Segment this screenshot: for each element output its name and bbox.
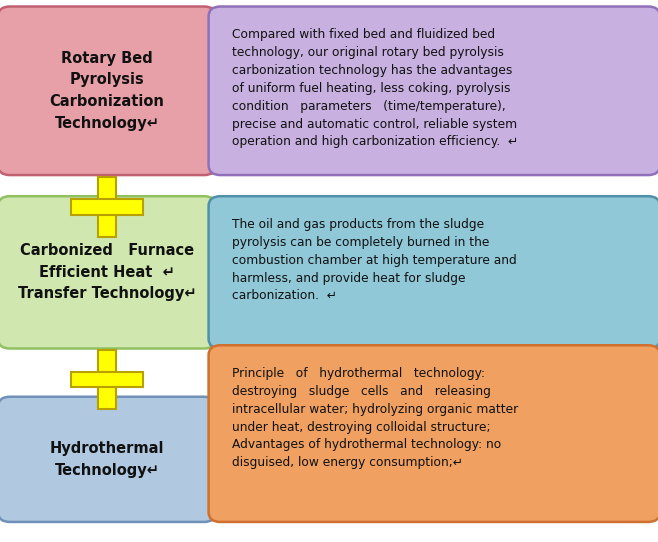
Bar	[98, 350, 116, 409]
Text: Advantages of hydrothermal technology: no: Advantages of hydrothermal technology: n…	[232, 438, 501, 451]
Bar	[71, 372, 143, 387]
Text: of uniform fuel heating, less coking, pyrolysis: of uniform fuel heating, less coking, py…	[232, 82, 511, 95]
Text: operation and high carbonization efficiency.  ↵: operation and high carbonization efficie…	[232, 136, 519, 149]
FancyBboxPatch shape	[0, 196, 216, 349]
Text: disguised, low energy consumption;↵: disguised, low energy consumption;↵	[232, 456, 463, 469]
FancyBboxPatch shape	[0, 7, 216, 175]
Bar	[71, 199, 143, 215]
Text: combustion chamber at high temperature and: combustion chamber at high temperature a…	[232, 254, 517, 267]
Text: carbonization technology has the advantages: carbonization technology has the advanta…	[232, 64, 513, 77]
Text: The oil and gas products from the sludge: The oil and gas products from the sludge	[232, 218, 484, 231]
FancyBboxPatch shape	[209, 196, 658, 349]
FancyBboxPatch shape	[209, 7, 658, 175]
Text: Hydrothermal
Technology↵: Hydrothermal Technology↵	[49, 441, 164, 478]
Text: under heat, destroying colloidal structure;: under heat, destroying colloidal structu…	[232, 421, 491, 434]
Text: harmless, and provide heat for sludge: harmless, and provide heat for sludge	[232, 272, 466, 285]
Text: condition   parameters   (time/temperature),: condition parameters (time/temperature),	[232, 100, 506, 113]
Text: precise and automatic control, reliable system: precise and automatic control, reliable …	[232, 118, 517, 131]
Text: Compared with fixed bed and fluidized bed: Compared with fixed bed and fluidized be…	[232, 28, 495, 41]
Text: Rotary Bed
Pyrolysis
Carbonization
Technology↵: Rotary Bed Pyrolysis Carbonization Techn…	[49, 51, 164, 131]
Text: pyrolysis can be completely burned in the: pyrolysis can be completely burned in th…	[232, 236, 490, 249]
Text: Principle   of   hydrothermal   technology:: Principle of hydrothermal technology:	[232, 367, 485, 380]
FancyBboxPatch shape	[209, 345, 658, 522]
Text: intracellular water; hydrolyzing organic matter: intracellular water; hydrolyzing organic…	[232, 403, 519, 416]
Text: carbonization.  ↵: carbonization. ↵	[232, 289, 338, 302]
Bar	[98, 177, 116, 237]
Text: destroying   sludge   cells   and   releasing: destroying sludge cells and releasing	[232, 385, 491, 398]
Text: technology, our original rotary bed pyrolysis: technology, our original rotary bed pyro…	[232, 46, 504, 59]
Text: Carbonized   Furnace
Efficient Heat  ↵
Transfer Technology↵: Carbonized Furnace Efficient Heat ↵ Tran…	[18, 243, 196, 301]
FancyBboxPatch shape	[0, 397, 216, 522]
